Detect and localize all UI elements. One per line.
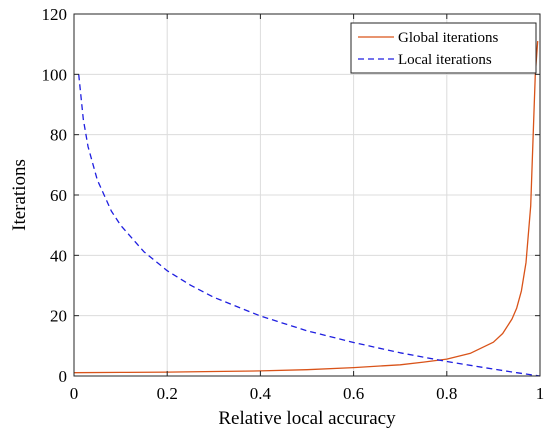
- legend-label-global-iterations: Global iterations: [398, 30, 499, 46]
- series-line-global-iterations: [73, 41, 539, 374]
- y-tick-label: 80: [50, 126, 67, 145]
- series-lines: [73, 41, 541, 377]
- y-tick-label: 0: [59, 367, 68, 386]
- legend-box: [350, 22, 537, 74]
- x-tick-label: 0.4: [250, 384, 272, 403]
- y-tick-label: 120: [42, 5, 68, 24]
- x-tick-label: 0.2: [157, 384, 178, 403]
- x-tick-label: 0.6: [343, 384, 364, 403]
- x-tick-label: 1: [536, 384, 544, 403]
- y-tick-label: 40: [50, 246, 67, 265]
- y-axis-title: Iterations: [9, 159, 30, 231]
- legend-label-local-iterations: Local iterations: [398, 52, 492, 68]
- axis-ticks: [73, 13, 541, 377]
- y-tick-label: 60: [50, 186, 67, 205]
- series-line-local-iterations: [78, 74, 541, 377]
- y-tick-label: 100: [42, 65, 68, 84]
- y-tick-labels: 0 20 40 60 80 100 120: [42, 5, 68, 386]
- y-tick-label: 20: [50, 307, 67, 326]
- x-tick-label: 0: [70, 384, 79, 403]
- x-tick-labels: 0 0.2 0.4 0.6 0.8 1: [70, 384, 544, 403]
- x-axis-title: Relative local accuracy: [218, 408, 396, 429]
- grid-lines: [73, 13, 541, 377]
- x-tick-label: 0.8: [436, 384, 457, 403]
- legend: Global iterations Local iterations: [350, 22, 537, 74]
